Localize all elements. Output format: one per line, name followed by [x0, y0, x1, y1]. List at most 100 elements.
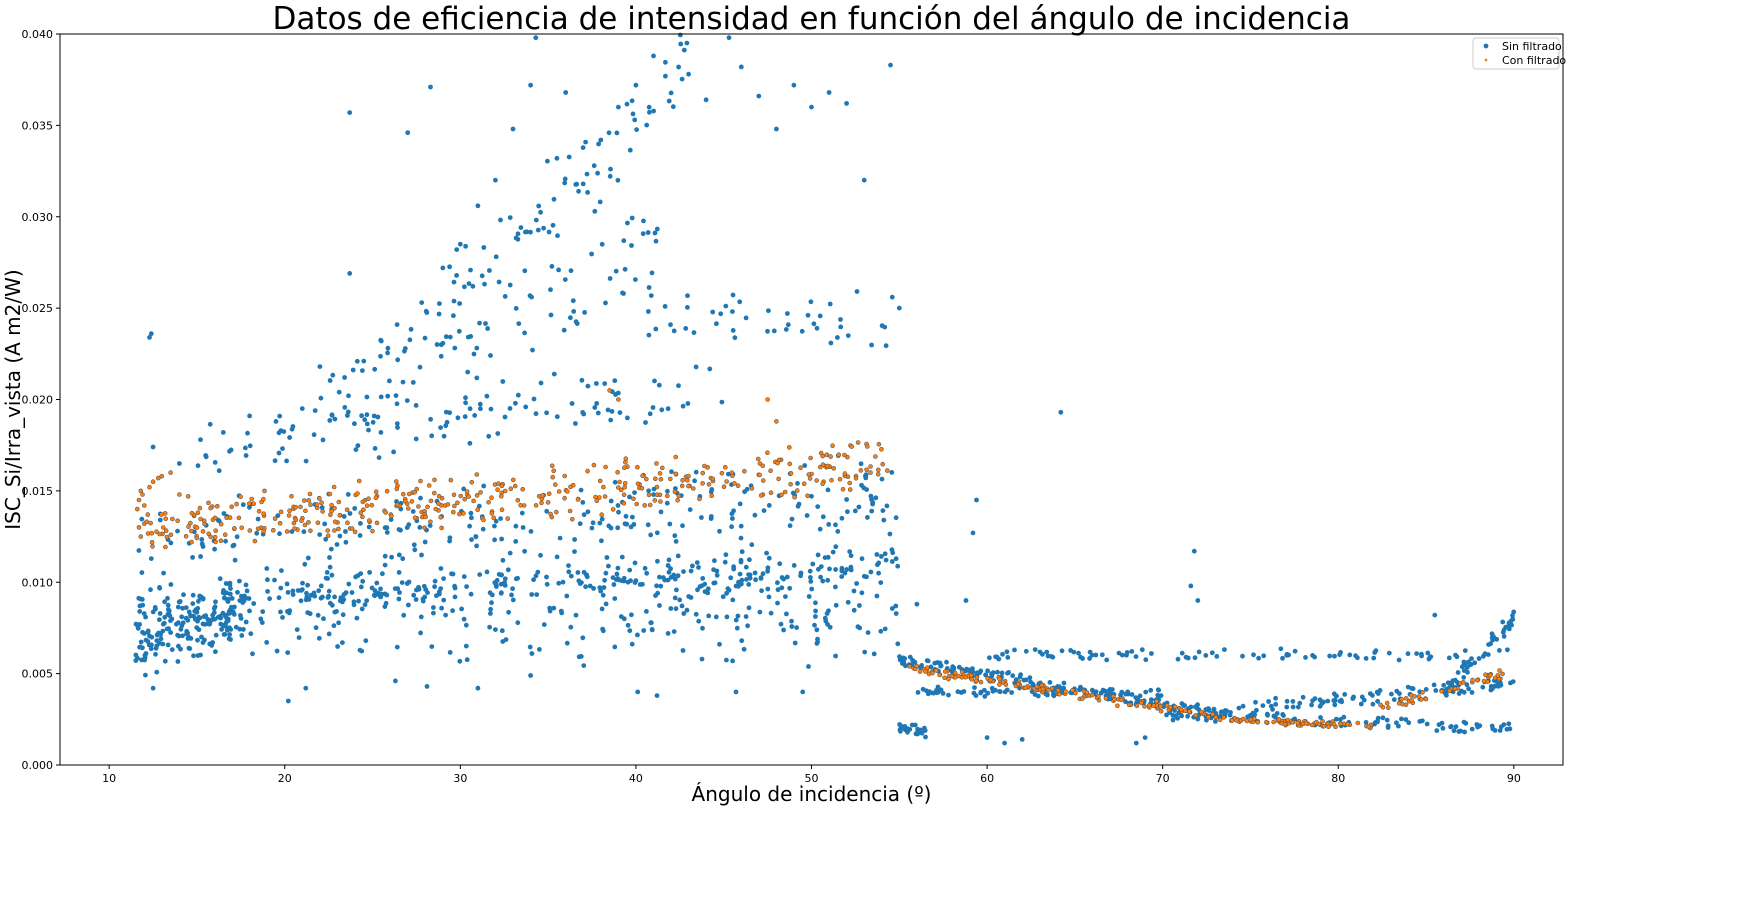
data-point-sin-filtrado: [581, 663, 587, 668]
data-point-con-filtrado: [565, 489, 570, 494]
data-point-sin-filtrado: [676, 64, 681, 70]
data-point-con-filtrado: [426, 483, 432, 488]
data-point-sin-filtrado: [1222, 711, 1228, 716]
data-point-sin-filtrado: [783, 327, 789, 332]
data-point-con-filtrado: [366, 518, 372, 523]
data-point-con-filtrado: [394, 486, 400, 492]
data-point-sin-filtrado: [328, 546, 334, 552]
data-point-sin-filtrado: [538, 552, 543, 558]
data-point-con-filtrado: [1341, 721, 1347, 727]
data-point-sin-filtrado: [326, 631, 332, 637]
data-point-sin-filtrado: [1449, 682, 1455, 687]
data-point-sin-filtrado: [161, 620, 167, 626]
data-point-con-filtrado: [481, 517, 486, 523]
data-point-con-filtrado: [213, 528, 218, 534]
data-point-sin-filtrado: [595, 170, 600, 176]
data-point-sin-filtrado: [1497, 728, 1503, 733]
data-point-con-filtrado: [639, 485, 645, 491]
data-point-sin-filtrado: [372, 588, 378, 594]
data-point-sin-filtrado: [218, 615, 224, 621]
data-point-sin-filtrado: [393, 393, 399, 398]
data-point-sin-filtrado: [372, 446, 378, 451]
data-point-sin-filtrado: [615, 565, 621, 571]
data-point-sin-filtrado: [394, 401, 400, 407]
data-point-sin-filtrado: [161, 570, 167, 576]
data-point-sin-filtrado: [555, 233, 560, 239]
data-point-sin-filtrado: [515, 620, 521, 626]
data-point-sin-filtrado: [1465, 669, 1470, 675]
data-point-sin-filtrado: [509, 592, 514, 598]
data-point-sin-filtrado: [673, 539, 679, 544]
data-point-sin-filtrado: [708, 514, 714, 519]
data-point-sin-filtrado: [663, 59, 668, 65]
data-point-sin-filtrado: [296, 635, 302, 640]
data-point-sin-filtrado: [468, 510, 474, 516]
data-point-sin-filtrado: [1500, 619, 1506, 625]
data-point-sin-filtrado: [502, 294, 508, 299]
data-point-sin-filtrado: [175, 632, 181, 638]
x-axis-label: Ángulo de incidencia (º): [692, 782, 932, 806]
data-point-sin-filtrado: [650, 405, 656, 410]
data-point-sin-filtrado: [272, 458, 278, 464]
data-point-sin-filtrado: [418, 495, 423, 501]
data-point-sin-filtrado: [617, 410, 623, 415]
data-point-sin-filtrado: [1505, 624, 1511, 629]
data-point-sin-filtrado: [451, 279, 457, 285]
data-point-sin-filtrado: [982, 694, 988, 699]
data-point-sin-filtrado: [779, 585, 785, 591]
data-point-sin-filtrado: [871, 651, 877, 657]
data-point-sin-filtrado: [787, 585, 793, 591]
data-point-sin-filtrado: [603, 570, 609, 576]
data-point-con-filtrado: [292, 526, 297, 531]
data-point-sin-filtrado: [601, 585, 607, 590]
data-point-con-filtrado: [654, 492, 660, 498]
data-point-sin-filtrado: [881, 517, 887, 523]
data-point-sin-filtrado: [749, 542, 755, 548]
data-point-sin-filtrado: [600, 592, 606, 598]
data-point-sin-filtrado: [487, 268, 492, 273]
data-point-sin-filtrado: [666, 569, 672, 575]
data-point-sin-filtrado: [648, 293, 654, 298]
data-point-sin-filtrado: [320, 437, 326, 443]
data-point-sin-filtrado: [615, 177, 621, 183]
data-point-sin-filtrado: [1061, 680, 1067, 686]
data-point-sin-filtrado: [665, 406, 671, 412]
data-point-sin-filtrado: [893, 603, 899, 609]
data-point-sin-filtrado: [513, 235, 519, 241]
data-point-sin-filtrado: [213, 599, 218, 605]
data-point-sin-filtrado: [808, 575, 813, 580]
data-point-sin-filtrado: [216, 468, 222, 474]
data-point-sin-filtrado: [775, 600, 780, 606]
data-point-sin-filtrado: [630, 514, 635, 520]
data-point-sin-filtrado: [579, 377, 585, 383]
data-point-sin-filtrado: [554, 155, 560, 161]
data-point-sin-filtrado: [865, 630, 871, 635]
data-point-sin-filtrado: [419, 552, 424, 558]
data-point-con-filtrado: [478, 490, 483, 495]
data-point-sin-filtrado: [692, 478, 697, 484]
data-point-sin-filtrado: [806, 594, 812, 599]
data-point-sin-filtrado: [737, 299, 743, 305]
data-point-con-filtrado: [239, 525, 244, 531]
data-point-sin-filtrado: [876, 570, 881, 576]
x-tick-label: 60: [980, 772, 994, 785]
data-point-con-filtrado: [247, 501, 252, 506]
data-point-sin-filtrado: [462, 414, 468, 419]
data-point-sin-filtrado: [401, 612, 407, 618]
data-point-sin-filtrado: [684, 40, 690, 46]
data-point-sin-filtrado: [654, 583, 659, 589]
data-point-con-filtrado: [643, 476, 649, 482]
data-point-sin-filtrado: [329, 572, 335, 578]
data-point-sin-filtrado: [1431, 682, 1437, 688]
data-point-sin-filtrado: [784, 574, 790, 580]
data-point-sin-filtrado: [477, 572, 483, 577]
data-point-sin-filtrado: [615, 503, 621, 508]
data-point-sin-filtrado: [893, 556, 899, 562]
data-point-con-filtrado: [251, 501, 256, 507]
data-point-sin-filtrado: [355, 443, 361, 448]
data-point-sin-filtrado: [402, 346, 408, 351]
data-point-con-filtrado: [760, 478, 766, 483]
data-point-sin-filtrado: [790, 490, 796, 496]
data-point-sin-filtrado: [739, 549, 745, 555]
data-point-sin-filtrado: [752, 512, 758, 518]
